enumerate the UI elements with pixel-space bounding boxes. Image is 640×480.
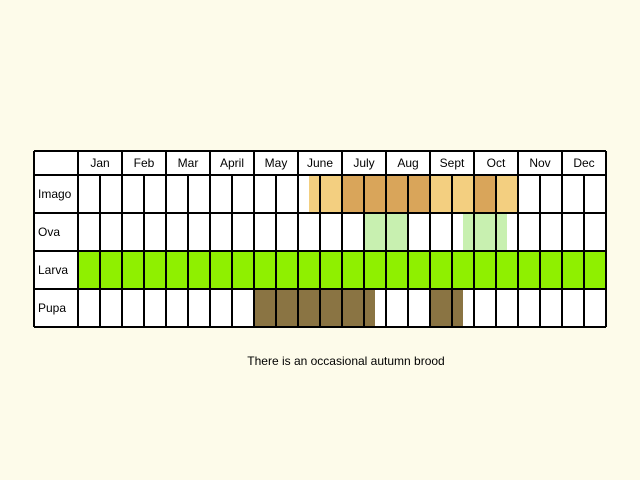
month-label-mar: Mar	[178, 156, 199, 170]
month-label-april: April	[220, 156, 244, 170]
month-label-oct: Oct	[487, 156, 506, 170]
month-label-july: July	[353, 156, 374, 170]
row-label-larva: Larva	[38, 263, 68, 277]
month-label-june: June	[307, 156, 333, 170]
period-bar-pupa-1	[430, 290, 463, 326]
month-label-feb: Feb	[134, 156, 155, 170]
month-label-sept: Sept	[440, 156, 465, 170]
period-bar-pupa-0	[254, 290, 375, 326]
month-label-jan: Jan	[90, 156, 109, 170]
month-label-dec: Dec	[573, 156, 594, 170]
month-label-aug: Aug	[397, 156, 418, 170]
period-bar-imago-2	[474, 176, 496, 212]
period-bar-ova-1	[463, 214, 507, 250]
row-label-pupa: Pupa	[38, 301, 66, 315]
row-label-ova: Ova	[38, 225, 60, 239]
month-label-may: May	[265, 156, 288, 170]
row-label-imago: Imago	[38, 187, 72, 201]
month-label-nov: Nov	[529, 156, 550, 170]
chart-note: There is an occasional autumn brood	[247, 354, 445, 368]
